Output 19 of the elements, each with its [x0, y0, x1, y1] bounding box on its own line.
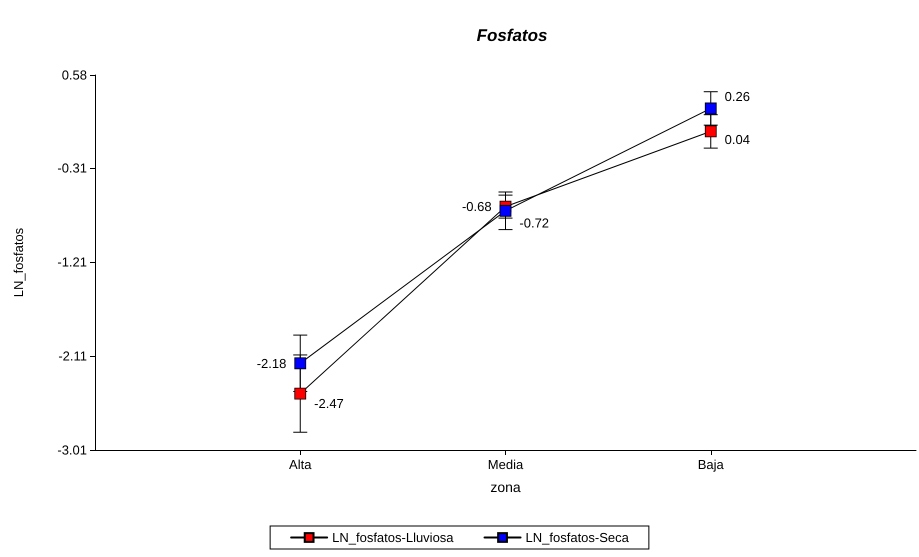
data-label: -0.68	[462, 199, 492, 214]
y-tick-label: -3.01	[57, 442, 87, 458]
x-tick-label: Media	[488, 457, 524, 472]
y-tick-label: -1.21	[57, 254, 87, 270]
data-label: -2.47	[314, 396, 344, 412]
legend-label: LN_fosfatos-Seca	[526, 530, 630, 545]
x-tick-label: Alta	[289, 457, 312, 472]
data-label: 0.26	[724, 88, 750, 104]
y-tick-label: -2.11	[58, 348, 87, 364]
data-label: 0.04	[724, 132, 750, 147]
data-label: -0.72	[519, 215, 550, 230]
legend-label: LN_fosfatos-Lluviosa	[332, 530, 454, 545]
y-tick-label: -0.31	[57, 160, 87, 176]
y-axis-title: LN_fosfatos	[11, 227, 26, 298]
y-tick-label: 0.58	[62, 68, 87, 82]
x-axis-title: zona	[490, 479, 521, 495]
x-tick-label: Baja	[698, 457, 725, 472]
data-label: -2.18	[256, 356, 286, 371]
chart-title: Fosfatos	[476, 26, 548, 45]
